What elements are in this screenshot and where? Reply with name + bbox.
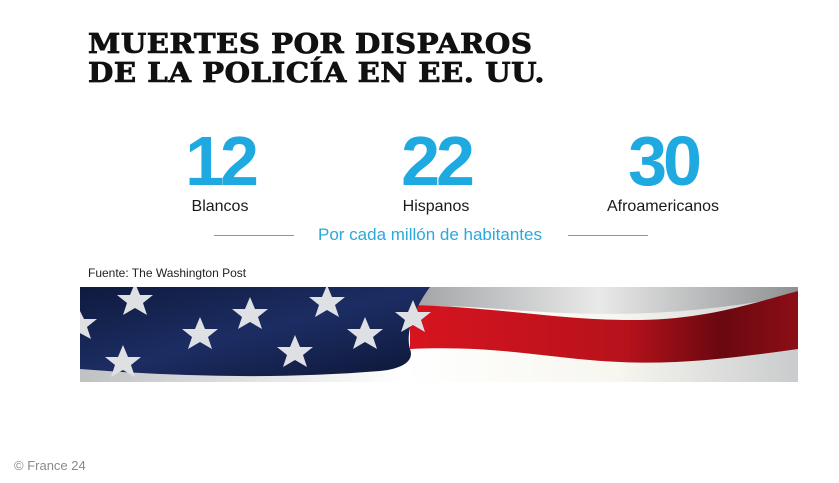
- stat-label: Afroamericanos: [606, 198, 720, 215]
- stat-value: 30: [628, 122, 702, 200]
- chart-title-line-1: MUERTES POR DISPAROS: [88, 29, 533, 60]
- stat-label: Blancos: [191, 198, 249, 215]
- credit-text: © France 24: [14, 458, 86, 473]
- unit-note: Por cada millón de habitantes: [318, 225, 542, 244]
- stat-value: 12: [185, 122, 259, 200]
- divider-right: [568, 235, 648, 236]
- chart-title-line-2: DE LA POLICÍA EN EE. UU.: [88, 58, 546, 89]
- stat-value: 22: [401, 122, 475, 200]
- stat-afroamericanos: 30 Afroamericanos: [543, 126, 783, 216]
- us-flag-banner-icon: [80, 287, 798, 382]
- chart-title: MUERTES POR DISPAROS DE LA POLICÍA EN EE…: [88, 29, 546, 89]
- stat-blancos: 12 Blancos: [100, 126, 340, 216]
- source-text: Fuente: The Washington Post: [88, 266, 247, 280]
- stat-hispanos: 22 Hispanos: [316, 126, 556, 216]
- divider-left: [214, 235, 294, 236]
- stat-label: Hispanos: [402, 198, 470, 215]
